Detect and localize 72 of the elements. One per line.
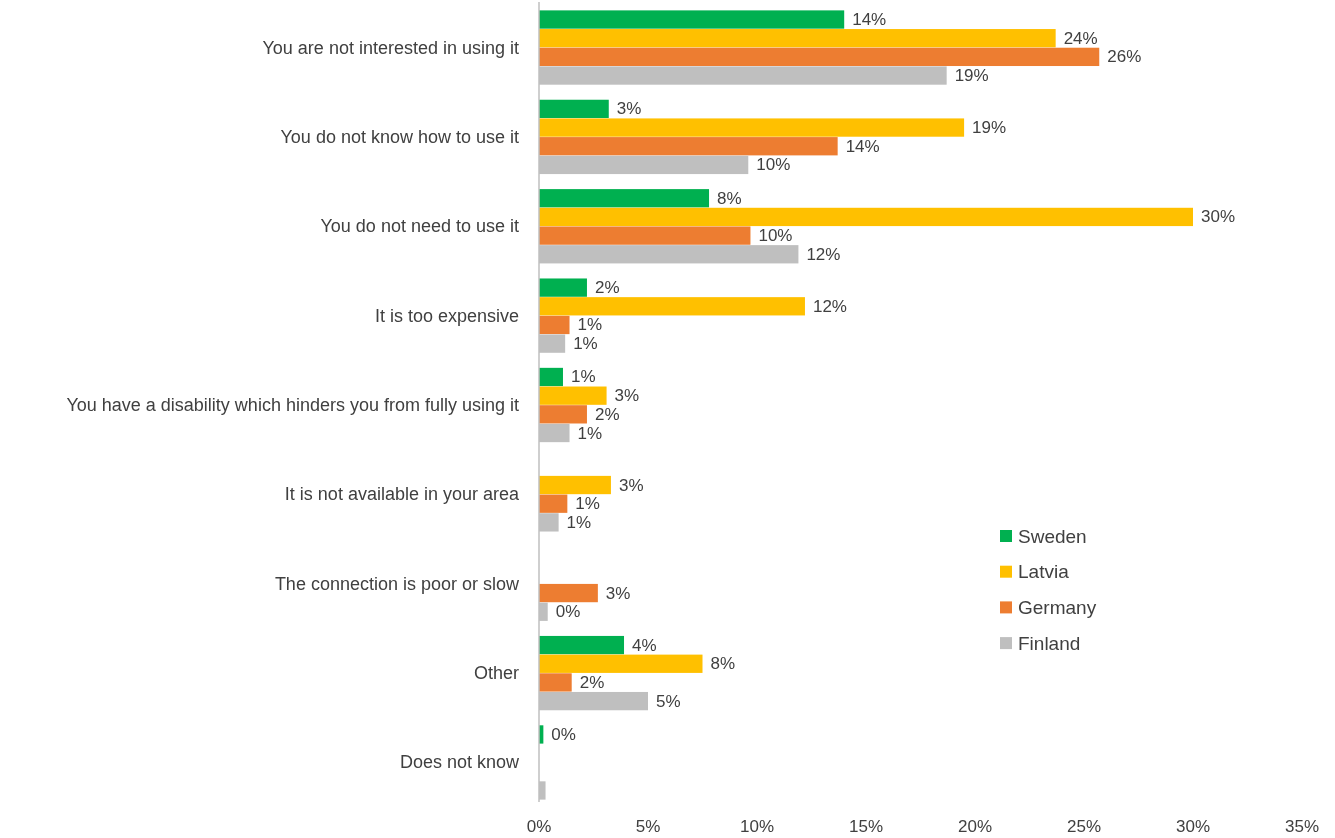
bar bbox=[539, 583, 598, 603]
bar bbox=[539, 10, 845, 29]
data-label: 0% bbox=[551, 724, 576, 744]
y-tick-label: It is too expensive bbox=[374, 305, 519, 326]
data-label: 1% bbox=[577, 315, 603, 335]
x-tick-label: 10% bbox=[739, 816, 775, 836]
data-label: 1% bbox=[577, 423, 603, 443]
data-label: 3% bbox=[618, 475, 644, 495]
data-label: 19% bbox=[972, 118, 1007, 138]
bar bbox=[539, 673, 572, 692]
data-label: 8% bbox=[710, 654, 736, 674]
x-tick-label: 20% bbox=[957, 816, 993, 836]
x-tick-label: 30% bbox=[1175, 816, 1211, 836]
bar bbox=[539, 207, 1193, 227]
bar bbox=[539, 654, 703, 673]
data-label: 10% bbox=[756, 155, 791, 175]
y-tick-label: It is not available in your area bbox=[284, 484, 520, 505]
data-label: 12% bbox=[812, 296, 847, 316]
bar bbox=[539, 475, 611, 495]
data-label: 14% bbox=[852, 10, 887, 30]
x-tick-label: 0% bbox=[526, 816, 552, 836]
data-label: 1% bbox=[573, 334, 598, 354]
data-label: 1% bbox=[570, 367, 596, 387]
data-label: 1% bbox=[566, 512, 592, 532]
data-label: 12% bbox=[806, 244, 841, 264]
legend-label: Latvia bbox=[1018, 561, 1070, 583]
data-label: 10% bbox=[758, 226, 793, 246]
data-label: 2% bbox=[594, 404, 620, 424]
legend-label: Finland bbox=[1018, 632, 1081, 654]
legend-label: Sweden bbox=[1018, 525, 1087, 547]
data-label: 19% bbox=[954, 66, 989, 86]
y-tick-label: Other bbox=[473, 663, 519, 684]
data-label: 3% bbox=[614, 386, 640, 406]
data-label: 24% bbox=[1063, 28, 1098, 48]
data-label: 3% bbox=[605, 583, 631, 603]
data-label: 5% bbox=[656, 691, 681, 711]
data-label: 2% bbox=[579, 672, 605, 692]
y-tick-label: You do not know how to use it bbox=[280, 126, 519, 147]
bar bbox=[539, 297, 805, 316]
data-label: 2% bbox=[594, 278, 620, 298]
bar bbox=[539, 226, 751, 245]
bar bbox=[539, 278, 587, 297]
data-label: 3% bbox=[616, 99, 642, 119]
x-tick-label: 15% bbox=[848, 816, 884, 836]
y-tick-label: You do not need to use it bbox=[320, 216, 519, 237]
y-tick-label: You have a disability which hinders you from fully using it bbox=[66, 395, 519, 415]
data-label: 1% bbox=[575, 494, 600, 514]
bar bbox=[539, 47, 1100, 67]
bar bbox=[539, 635, 625, 655]
y-tick-label: You are not interested in using it bbox=[262, 37, 519, 58]
bar bbox=[539, 315, 570, 335]
bar bbox=[539, 99, 609, 119]
y-tick-label: Does not know bbox=[399, 752, 520, 773]
data-label: 30% bbox=[1201, 207, 1236, 227]
bar bbox=[539, 494, 568, 513]
y-tick-label: The connection is poor or slow bbox=[274, 573, 520, 594]
data-label: 8% bbox=[717, 188, 742, 208]
x-tick-label: 5% bbox=[635, 816, 661, 836]
x-tick-label: 35% bbox=[1284, 816, 1320, 836]
x-tick-label: 25% bbox=[1066, 816, 1102, 836]
bar bbox=[539, 137, 838, 156]
data-label: 26% bbox=[1107, 47, 1142, 67]
bar bbox=[539, 367, 563, 387]
legend-label: Germany bbox=[1018, 596, 1097, 618]
bar bbox=[539, 118, 965, 137]
bar bbox=[539, 29, 1056, 48]
data-label: 4% bbox=[632, 635, 657, 655]
data-label: 14% bbox=[845, 136, 880, 156]
data-label: 0% bbox=[555, 602, 581, 622]
bar bbox=[539, 189, 710, 208]
bar bbox=[539, 386, 607, 405]
bar bbox=[539, 405, 587, 424]
